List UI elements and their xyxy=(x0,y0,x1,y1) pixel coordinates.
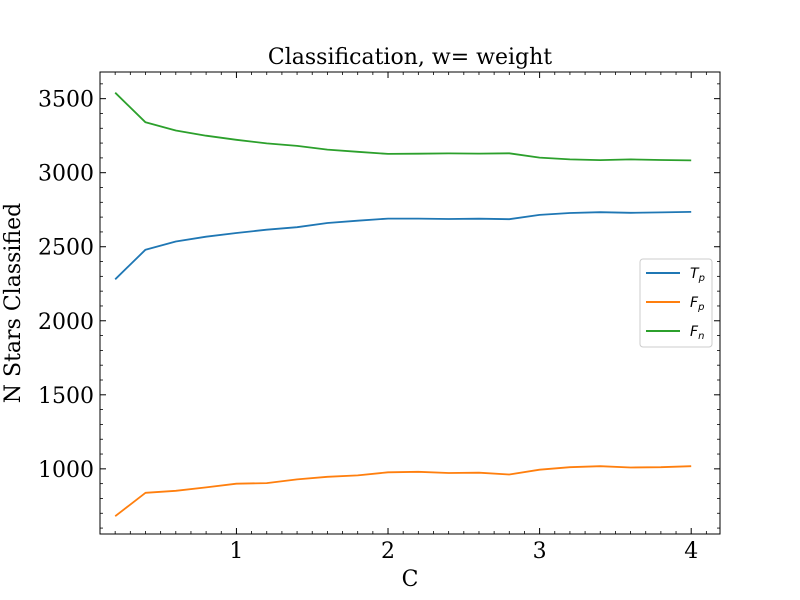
x-tick-label: 2 xyxy=(381,539,395,564)
x-tick-label: 4 xyxy=(684,539,698,564)
series-line-f-p xyxy=(114,465,692,517)
legend-label: Fn xyxy=(690,324,704,342)
chart-title: Classification, w= weight xyxy=(268,45,552,70)
series-line-f-n xyxy=(114,92,692,162)
plot-frame xyxy=(99,71,721,535)
y-tick-label: 3000 xyxy=(38,162,94,187)
legend-label: Fp xyxy=(690,295,704,313)
legend: Tp Fp Fn xyxy=(639,258,713,348)
y-tick-label: 1500 xyxy=(38,384,94,409)
y-tick-label: 3500 xyxy=(38,88,94,113)
y-tick-label: 1000 xyxy=(38,458,94,483)
y-tick-label: 2000 xyxy=(38,310,94,335)
y-tick-label: 2500 xyxy=(38,236,94,261)
series-line-t-p xyxy=(114,211,692,280)
y-axis-label: N Stars Classified xyxy=(1,203,26,403)
x-tick-label: 3 xyxy=(533,539,547,564)
x-axis-label: C xyxy=(402,567,419,592)
legend-label: Tp xyxy=(690,266,705,284)
plot-lines xyxy=(114,92,692,517)
x-tick-label: 1 xyxy=(229,539,243,564)
